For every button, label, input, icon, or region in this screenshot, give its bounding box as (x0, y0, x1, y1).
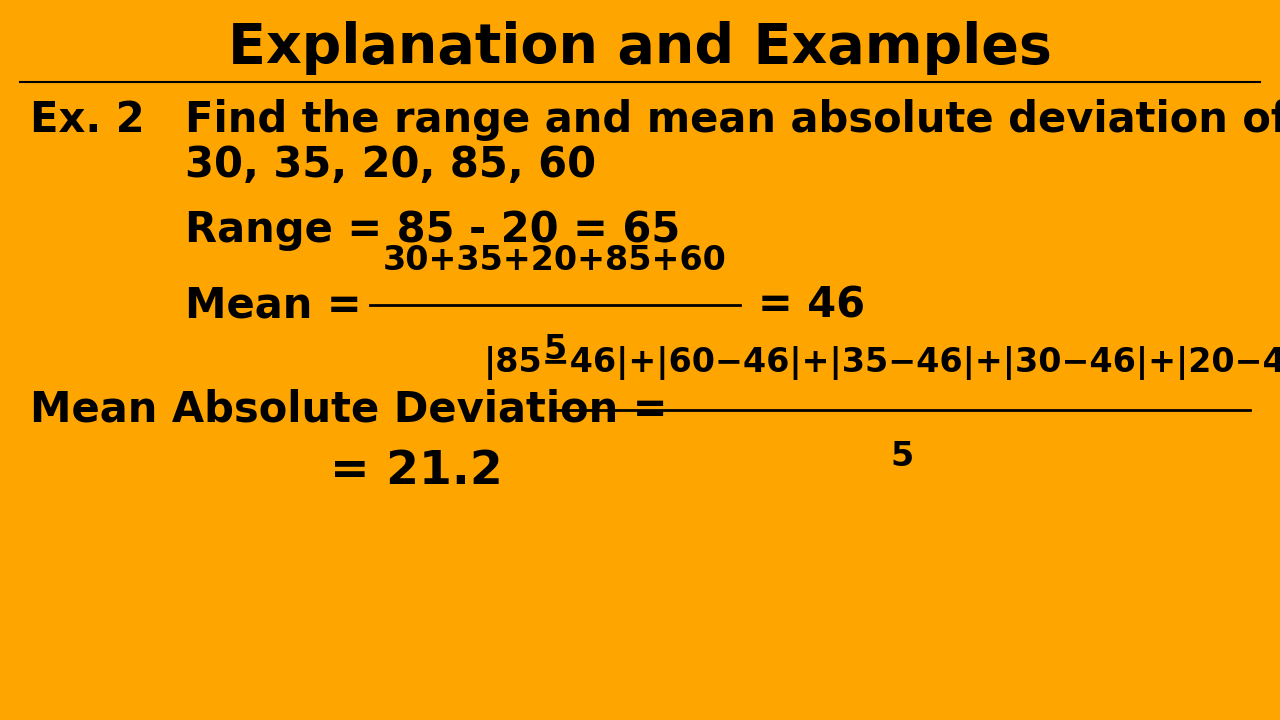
Text: Explanation and Examples: Explanation and Examples (228, 21, 1052, 75)
Text: 30, 35, 20, 85, 60: 30, 35, 20, 85, 60 (186, 144, 596, 186)
Text: Ex. 2: Ex. 2 (29, 99, 145, 141)
Text: |85−46|+|60−46|+|35−46|+|30−46|+|20−46|: |85−46|+|60−46|+|35−46|+|30−46|+|20−46| (484, 346, 1280, 380)
Text: Mean =: Mean = (186, 284, 376, 326)
Text: 5: 5 (544, 333, 567, 366)
Text: Range = 85 - 20 = 65: Range = 85 - 20 = 65 (186, 209, 680, 251)
Text: Find the range and mean absolute deviation of the data:: Find the range and mean absolute deviati… (186, 99, 1280, 141)
Text: 5: 5 (891, 440, 914, 473)
Text: Mean Absolute Deviation =: Mean Absolute Deviation = (29, 389, 682, 431)
Text: = 21.2: = 21.2 (330, 449, 503, 495)
Text: = 46: = 46 (758, 284, 865, 326)
Text: 30+35+20+85+60: 30+35+20+85+60 (383, 244, 727, 277)
